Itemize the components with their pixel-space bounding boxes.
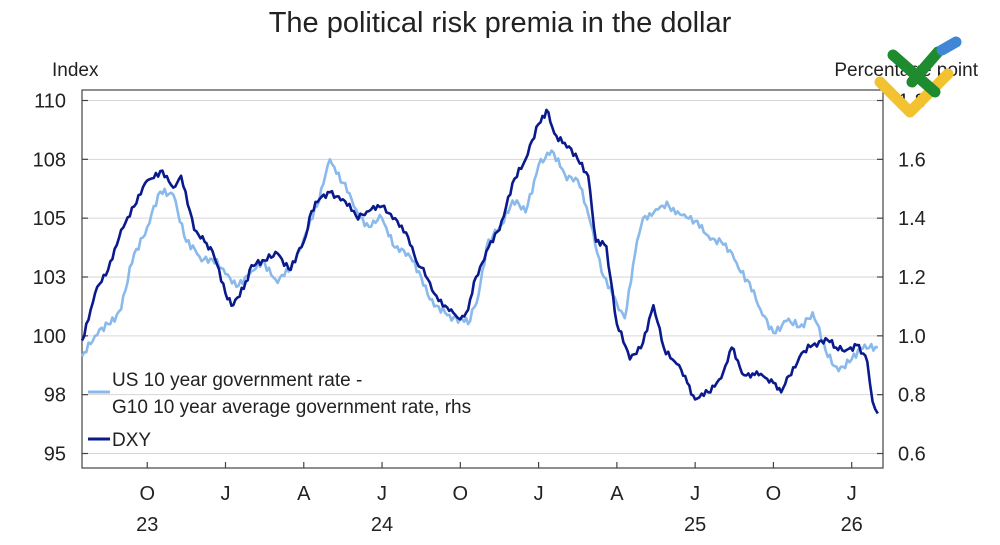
left-tick-label: 95 xyxy=(44,444,66,466)
x-tick-label-month: J xyxy=(221,483,231,505)
x-tick-label-month: O xyxy=(453,483,469,505)
right-tick-label: 1.2 xyxy=(898,267,926,289)
series-line-rate-spread xyxy=(80,149,879,373)
brand-logo-icon xyxy=(874,36,962,118)
x-tick-label-month: J xyxy=(847,483,857,505)
chart-title: The political risk premia in the dollar xyxy=(269,7,732,39)
left-tick-label: 103 xyxy=(33,267,66,289)
x-tick-label-month: J xyxy=(690,483,700,505)
x-axis: O 23 J A J 24 O J A J 25 O J 26 xyxy=(136,462,863,536)
left-tick-label: 100 xyxy=(33,326,66,348)
right-tick-label: 1.4 xyxy=(898,208,926,230)
x-tick-label-month: A xyxy=(610,483,624,505)
left-tick-label: 110 xyxy=(34,91,66,113)
right-tick-label: 0.6 xyxy=(898,444,926,466)
left-tick-label: 98 xyxy=(44,385,66,407)
x-tick-label-month: O xyxy=(766,483,782,505)
x-tick-label-year: 23 xyxy=(136,514,158,536)
legend: US 10 year government rate - G10 10 year… xyxy=(88,370,471,451)
x-tick-label-year: 24 xyxy=(371,514,393,536)
right-tick-label: 1.0 xyxy=(898,326,926,348)
x-tick-label-year: 25 xyxy=(684,514,706,536)
right-axis: 1.81.61.41.21.00.80.6 xyxy=(877,91,926,466)
series-layer xyxy=(80,108,879,415)
right-tick-label: 0.8 xyxy=(898,385,926,407)
x-tick-label-month: O xyxy=(139,483,155,505)
legend-label-spread-line2: G10 10 year average government rate, rhs xyxy=(112,397,471,418)
x-tick-label-year: 26 xyxy=(841,514,863,536)
left-axis-label: Index xyxy=(52,60,99,81)
left-tick-label: 108 xyxy=(33,149,66,171)
series-line-dxy xyxy=(80,108,879,415)
legend-label-spread-line1: US 10 year government rate - xyxy=(112,370,362,391)
x-tick-label-month: J xyxy=(534,483,544,505)
left-axis: 110 108 105 103 100 98 95 xyxy=(33,91,88,466)
left-tick-label: 105 xyxy=(33,208,66,230)
plot-frame xyxy=(81,89,884,469)
legend-label-dxy: DXY xyxy=(112,430,151,451)
right-tick-label: 1.6 xyxy=(898,149,926,171)
x-tick-label-month: J xyxy=(377,483,387,505)
x-tick-label-month: A xyxy=(297,483,311,505)
